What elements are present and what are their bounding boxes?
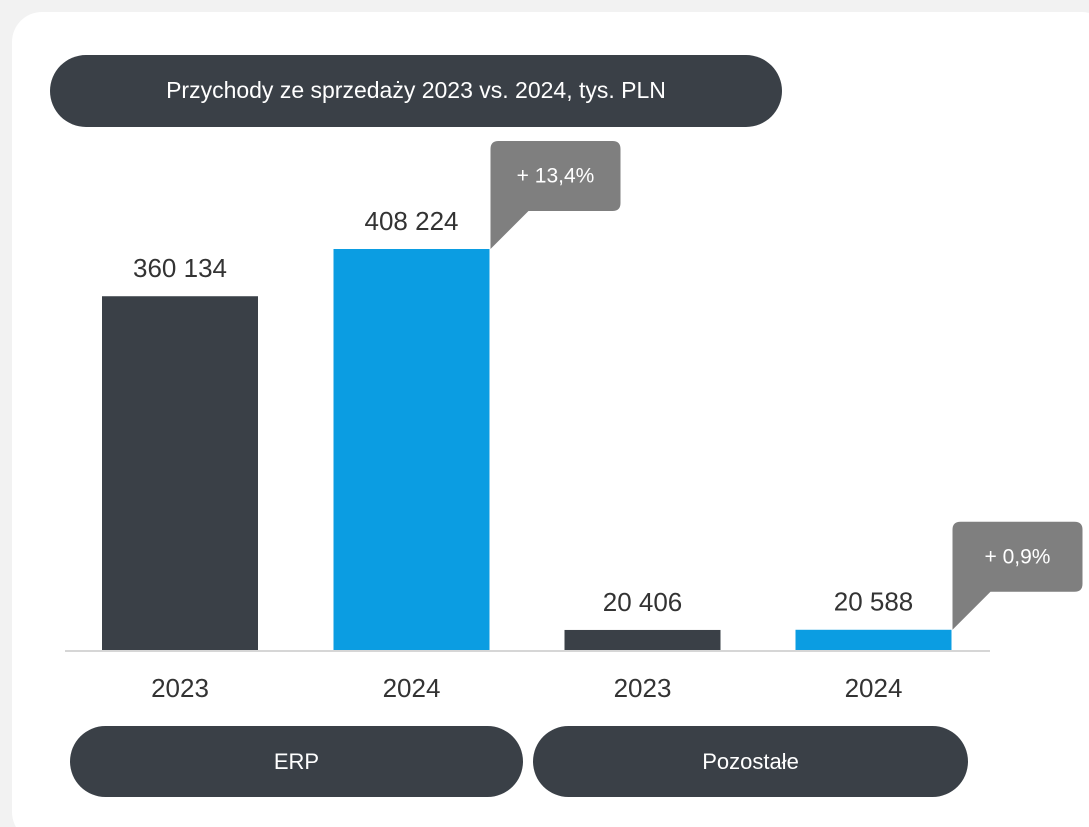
value-label: 360 134 (133, 253, 227, 283)
callout (952, 521, 1083, 630)
title-pill (50, 55, 782, 127)
value-label: 408 224 (365, 206, 459, 236)
callout (490, 141, 621, 249)
callout-label: + 13,4% (517, 165, 595, 188)
bar (102, 296, 258, 650)
x-tick-label: 2023 (151, 673, 209, 703)
x-tick-label: 2023 (614, 673, 672, 703)
callout-label: + 0,9% (985, 545, 1051, 568)
group-label: ERP (274, 749, 319, 774)
card (12, 12, 1089, 827)
bar (564, 629, 721, 650)
x-tick-label: 2024 (383, 673, 441, 703)
group-pill (533, 726, 968, 797)
x-tick-label: 2024 (845, 673, 903, 703)
group-pill (70, 726, 523, 797)
bar (333, 249, 490, 650)
value-label: 20 406 (603, 587, 683, 617)
group-label: Pozostałe (702, 749, 799, 774)
bar (795, 629, 952, 650)
chart-title: Przychody ze sprzedaży 2023 vs. 2024, ty… (166, 77, 666, 103)
value-label: 20 588 (834, 587, 914, 617)
